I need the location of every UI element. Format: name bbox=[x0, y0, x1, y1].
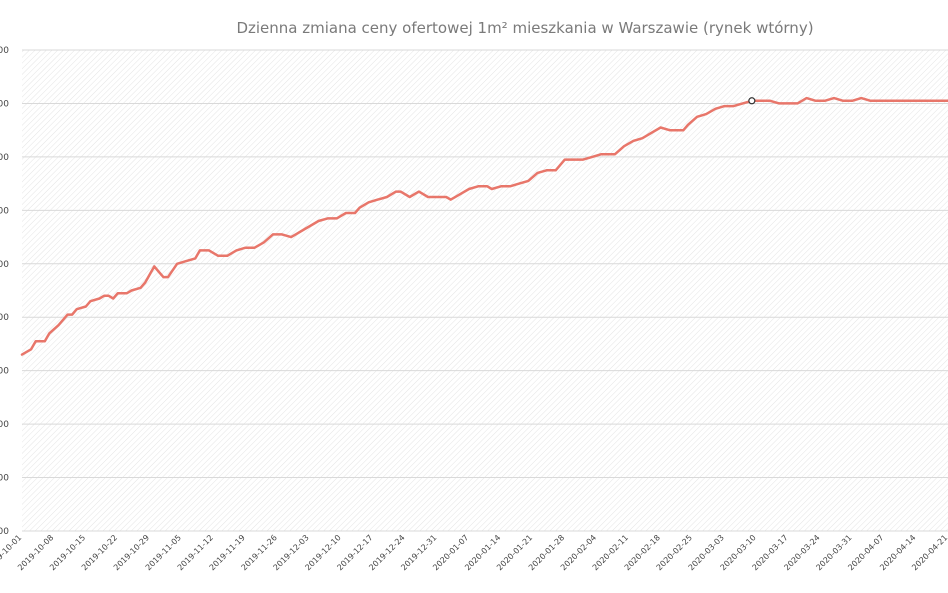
y-tick-label-8: 000 bbox=[0, 99, 9, 109]
y-tick-label-3: 000 bbox=[0, 367, 9, 377]
x-axis-tick-labels: 2019-10-012019-10-082019-10-152019-10-22… bbox=[0, 533, 948, 572]
plot-area-background bbox=[22, 50, 948, 531]
y-tick-label-9: 000 bbox=[0, 46, 9, 56]
series-line-0 bbox=[20, 96, 948, 356]
y-tick-label-6: 000 bbox=[0, 206, 9, 216]
y-tick-label-0: 000 bbox=[0, 527, 9, 537]
y-tick-label-2: 000 bbox=[0, 420, 9, 430]
chart-title: Dzienna zmiana ceny ofertowej 1m² mieszk… bbox=[236, 19, 813, 37]
y-tick-label-5: 000 bbox=[0, 260, 9, 270]
highlight-layer bbox=[748, 97, 756, 105]
series-layer bbox=[20, 96, 948, 356]
y-tick-label-1: 000 bbox=[0, 474, 9, 484]
y-tick-label-4: 000 bbox=[0, 313, 9, 323]
y-axis-tick-labels: 000 000 000 000 000 000 000 000 000 000 bbox=[0, 46, 9, 537]
y-tick-label-7: 000 bbox=[0, 153, 9, 163]
highlighted-data-point[interactable] bbox=[748, 97, 756, 105]
